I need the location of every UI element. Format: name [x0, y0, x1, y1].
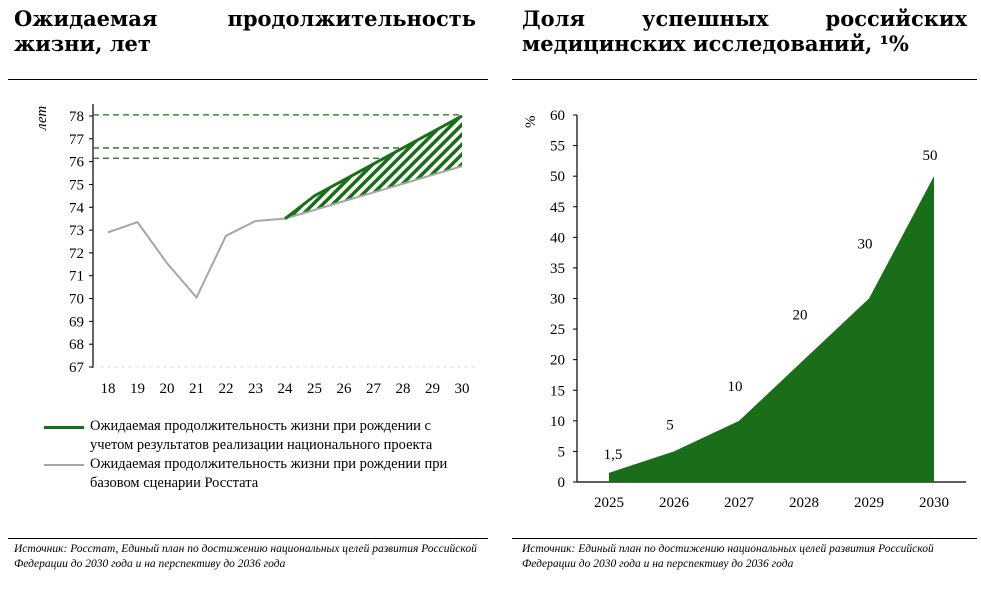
data-label: 30: [858, 237, 873, 253]
data-label: 20: [793, 308, 808, 324]
x-tick-label: 23: [248, 381, 263, 397]
x-tick-label: 24: [278, 381, 294, 397]
x-tick-label: 19: [130, 381, 145, 397]
legend-swatch-grey: [44, 464, 84, 466]
y-tick-label: 71: [69, 269, 84, 285]
y-tick-label: 15: [550, 383, 565, 399]
x-tick-label: 18: [101, 381, 116, 397]
y-tick-label: 75: [69, 177, 84, 193]
hatched-gap-area: [285, 116, 462, 219]
left-source: Источник: Росстат, Единый план по достиж…: [14, 543, 477, 570]
data-label: 10: [728, 379, 743, 395]
x-tick-label: 2030: [919, 495, 949, 511]
x-tick-label: 30: [455, 381, 470, 397]
y-tick-label: 76: [69, 155, 85, 171]
y-tick-label: 10: [550, 414, 565, 430]
left-source-divider: [8, 538, 488, 539]
x-tick-label: 2028: [789, 495, 819, 511]
legend-item-baseline: Ожидаемая продолжительность жизни при ро…: [42, 455, 462, 493]
right-chart-title: Доля успешных российских медицинских исс…: [522, 6, 967, 56]
y-tick-label: 67: [69, 360, 85, 376]
x-tick-label: 2029: [854, 495, 884, 511]
x-tick-label: 28: [396, 381, 411, 397]
y-tick-label: 5: [558, 444, 566, 460]
y-tick-label: 40: [550, 230, 565, 246]
y-tick-label: 78: [69, 109, 84, 125]
y-tick-label: 35: [550, 261, 565, 277]
y-tick-label: 50: [550, 169, 565, 185]
x-tick-label: 2026: [659, 495, 690, 511]
x-tick-label: 20: [160, 381, 175, 397]
y-axis-label: лет: [34, 106, 50, 131]
baseline-series-line: [107, 165, 463, 300]
y-tick-label: 30: [550, 292, 565, 308]
y-tick-label: 60: [550, 108, 565, 124]
x-tick-label: 29: [425, 381, 440, 397]
y-tick-label: 69: [69, 314, 84, 330]
data-label: 1,5: [604, 447, 623, 463]
y-tick-label: 70: [69, 292, 84, 308]
y-axis-label: %: [523, 116, 539, 129]
y-tick-label: 0: [558, 475, 566, 491]
left-chart-title: Ожидаемая продолжительность жизни, лет: [14, 6, 476, 56]
legend-label: Ожидаемая продолжительность жизни при ро…: [90, 418, 433, 453]
y-tick-label: 73: [69, 223, 84, 239]
right-title-divider: [512, 79, 977, 80]
right-source: Источник: Единый план по достижению наци…: [522, 543, 934, 570]
legend-item-project: Ожидаемая продолжительность жизни при ро…: [42, 417, 462, 455]
x-tick-label: 26: [337, 381, 353, 397]
x-tick-label: 2027: [724, 495, 755, 511]
y-tick-label: 72: [69, 246, 84, 262]
y-tick-label: 45: [550, 200, 565, 216]
x-tick-label: 27: [366, 381, 382, 397]
data-label: 5: [666, 417, 674, 433]
y-tick-label: 68: [69, 337, 84, 353]
x-tick-label: 21: [189, 381, 204, 397]
left-legend: Ожидаемая продолжительность жизни при ро…: [42, 417, 462, 493]
project-series-line: [284, 114, 463, 220]
data-label: 50: [923, 148, 938, 164]
right-source-divider: [512, 538, 977, 539]
y-tick-label: 77: [69, 132, 85, 148]
y-tick-label: 74: [69, 200, 85, 216]
x-tick-label: 25: [307, 381, 322, 397]
x-tick-label: 22: [219, 381, 234, 397]
area-fill: [609, 176, 934, 482]
left-title-divider: [8, 79, 488, 80]
y-tick-label: 55: [550, 139, 565, 155]
y-tick-label: 20: [550, 353, 565, 369]
legend-swatch-green: [44, 426, 84, 429]
y-tick-label: 25: [550, 322, 565, 338]
legend-label: Ожидаемая продолжительность жизни при ро…: [90, 456, 448, 491]
x-tick-label: 2025: [594, 495, 624, 511]
